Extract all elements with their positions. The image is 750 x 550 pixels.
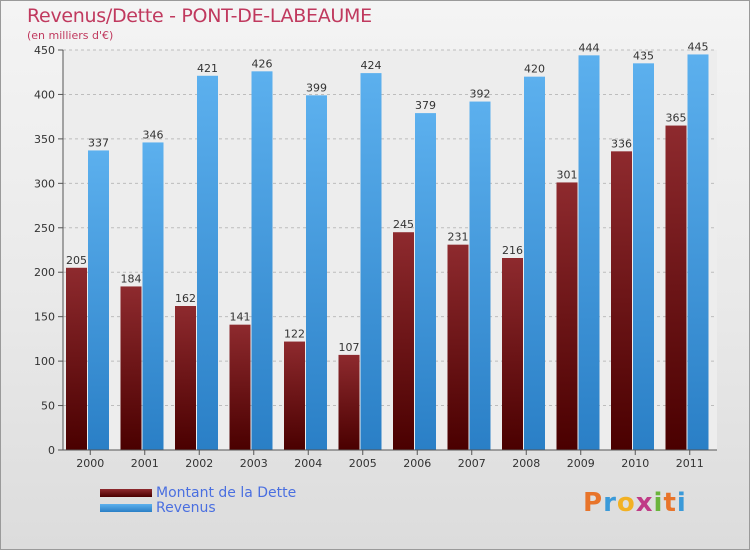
x-tick-label: 2006 (403, 457, 431, 470)
debt-bar (229, 324, 251, 450)
debt-value-label: 231 (448, 231, 469, 244)
revenue-bar (197, 75, 218, 451)
y-tick-label: 350 (34, 133, 55, 146)
logo-letter: i (653, 488, 664, 518)
chart-subtitle: (en milliers d'€) (27, 29, 114, 42)
y-tick-label: 250 (34, 222, 55, 235)
debt-value-label: 365 (666, 112, 687, 125)
debt-bar (284, 341, 305, 450)
y-tick-label: 450 (34, 44, 55, 57)
revenue-value-label: 421 (197, 62, 218, 75)
revenue-value-label: 392 (470, 88, 491, 101)
chart-title: Revenus/Dette - PONT-DE-LABEAUME (27, 5, 372, 27)
revenue-bar (88, 150, 109, 450)
revenue-value-label: 435 (633, 49, 654, 62)
x-tick-label: 2011 (676, 457, 704, 470)
revenue-value-label: 420 (524, 63, 545, 76)
revenue-bar (142, 142, 164, 450)
logo-letter: i (676, 488, 687, 518)
debt-bar (502, 258, 523, 450)
debt-bar (556, 182, 578, 450)
y-tick-label: 0 (48, 444, 55, 457)
x-tick-label: 2002 (185, 457, 213, 470)
debt-value-label: 162 (175, 292, 196, 305)
revenue-bar (306, 95, 327, 450)
debt-value-label: 122 (284, 328, 305, 341)
debt-value-label: 141 (230, 311, 251, 324)
y-tick-label: 300 (34, 177, 55, 190)
x-tick-label: 2001 (131, 457, 159, 470)
revenue-bar (251, 71, 273, 450)
revenue-bar (687, 54, 709, 450)
revenue-bar (415, 113, 436, 450)
logo-letter: P (583, 488, 604, 518)
revenue-value-label: 445 (688, 40, 709, 53)
revenue-bar (633, 63, 654, 450)
proxiti-logo: Proxiti (583, 488, 687, 518)
debt-value-label: 245 (393, 218, 414, 231)
debt-value-label: 216 (502, 244, 523, 257)
y-tick-label: 100 (34, 355, 55, 368)
x-tick-label: 2003 (240, 457, 268, 470)
debt-bar (611, 151, 632, 451)
debt-bar (175, 306, 196, 450)
x-tick-label: 2008 (512, 457, 540, 470)
x-tick-label: 2010 (621, 457, 649, 470)
revenue-value-label: 379 (415, 99, 436, 112)
x-tick-label: 2007 (458, 457, 486, 470)
debt-value-label: 301 (557, 168, 578, 181)
logo-letter: x (635, 488, 654, 518)
revenue-bar (360, 73, 382, 450)
x-tick-label: 2005 (349, 457, 377, 470)
revenue-bar (524, 76, 545, 451)
plot-area (63, 50, 717, 450)
legend-label-debt: Montant de la Dette (156, 485, 297, 501)
x-tick-label: 2000 (76, 457, 104, 470)
debt-bar (66, 267, 87, 450)
revenue-value-label: 337 (88, 136, 109, 149)
debt-bar (447, 244, 469, 450)
logo-letter: r (603, 488, 617, 518)
y-tick-label: 150 (34, 311, 55, 324)
debt-value-label: 205 (66, 254, 87, 267)
logo-letter: o (616, 488, 636, 518)
y-tick-label: 200 (34, 266, 55, 279)
y-tick-label: 50 (41, 400, 55, 413)
debt-bar (338, 354, 360, 450)
debt-bar (393, 232, 414, 450)
debt-bar (120, 286, 142, 450)
revenue-bar (578, 55, 600, 450)
legend-swatch-revenue (100, 504, 152, 512)
legend-swatch-debt (100, 489, 152, 497)
logo-letter: t (663, 488, 677, 518)
x-tick-label: 2004 (294, 457, 322, 470)
revenue-value-label: 346 (143, 128, 164, 141)
revenue-bar (469, 101, 491, 451)
debt-value-label: 107 (339, 341, 360, 354)
x-tick-label: 2009 (567, 457, 595, 470)
y-tick-label: 400 (34, 88, 55, 101)
revenue-value-label: 399 (306, 81, 327, 94)
revenue-value-label: 424 (361, 59, 382, 72)
revenue-value-label: 444 (579, 41, 600, 54)
legend-label-revenue: Revenus (156, 500, 216, 516)
revenue-value-label: 426 (252, 57, 273, 70)
debt-value-label: 184 (121, 272, 142, 285)
debt-bar (665, 125, 687, 451)
debt-value-label: 336 (611, 137, 632, 150)
